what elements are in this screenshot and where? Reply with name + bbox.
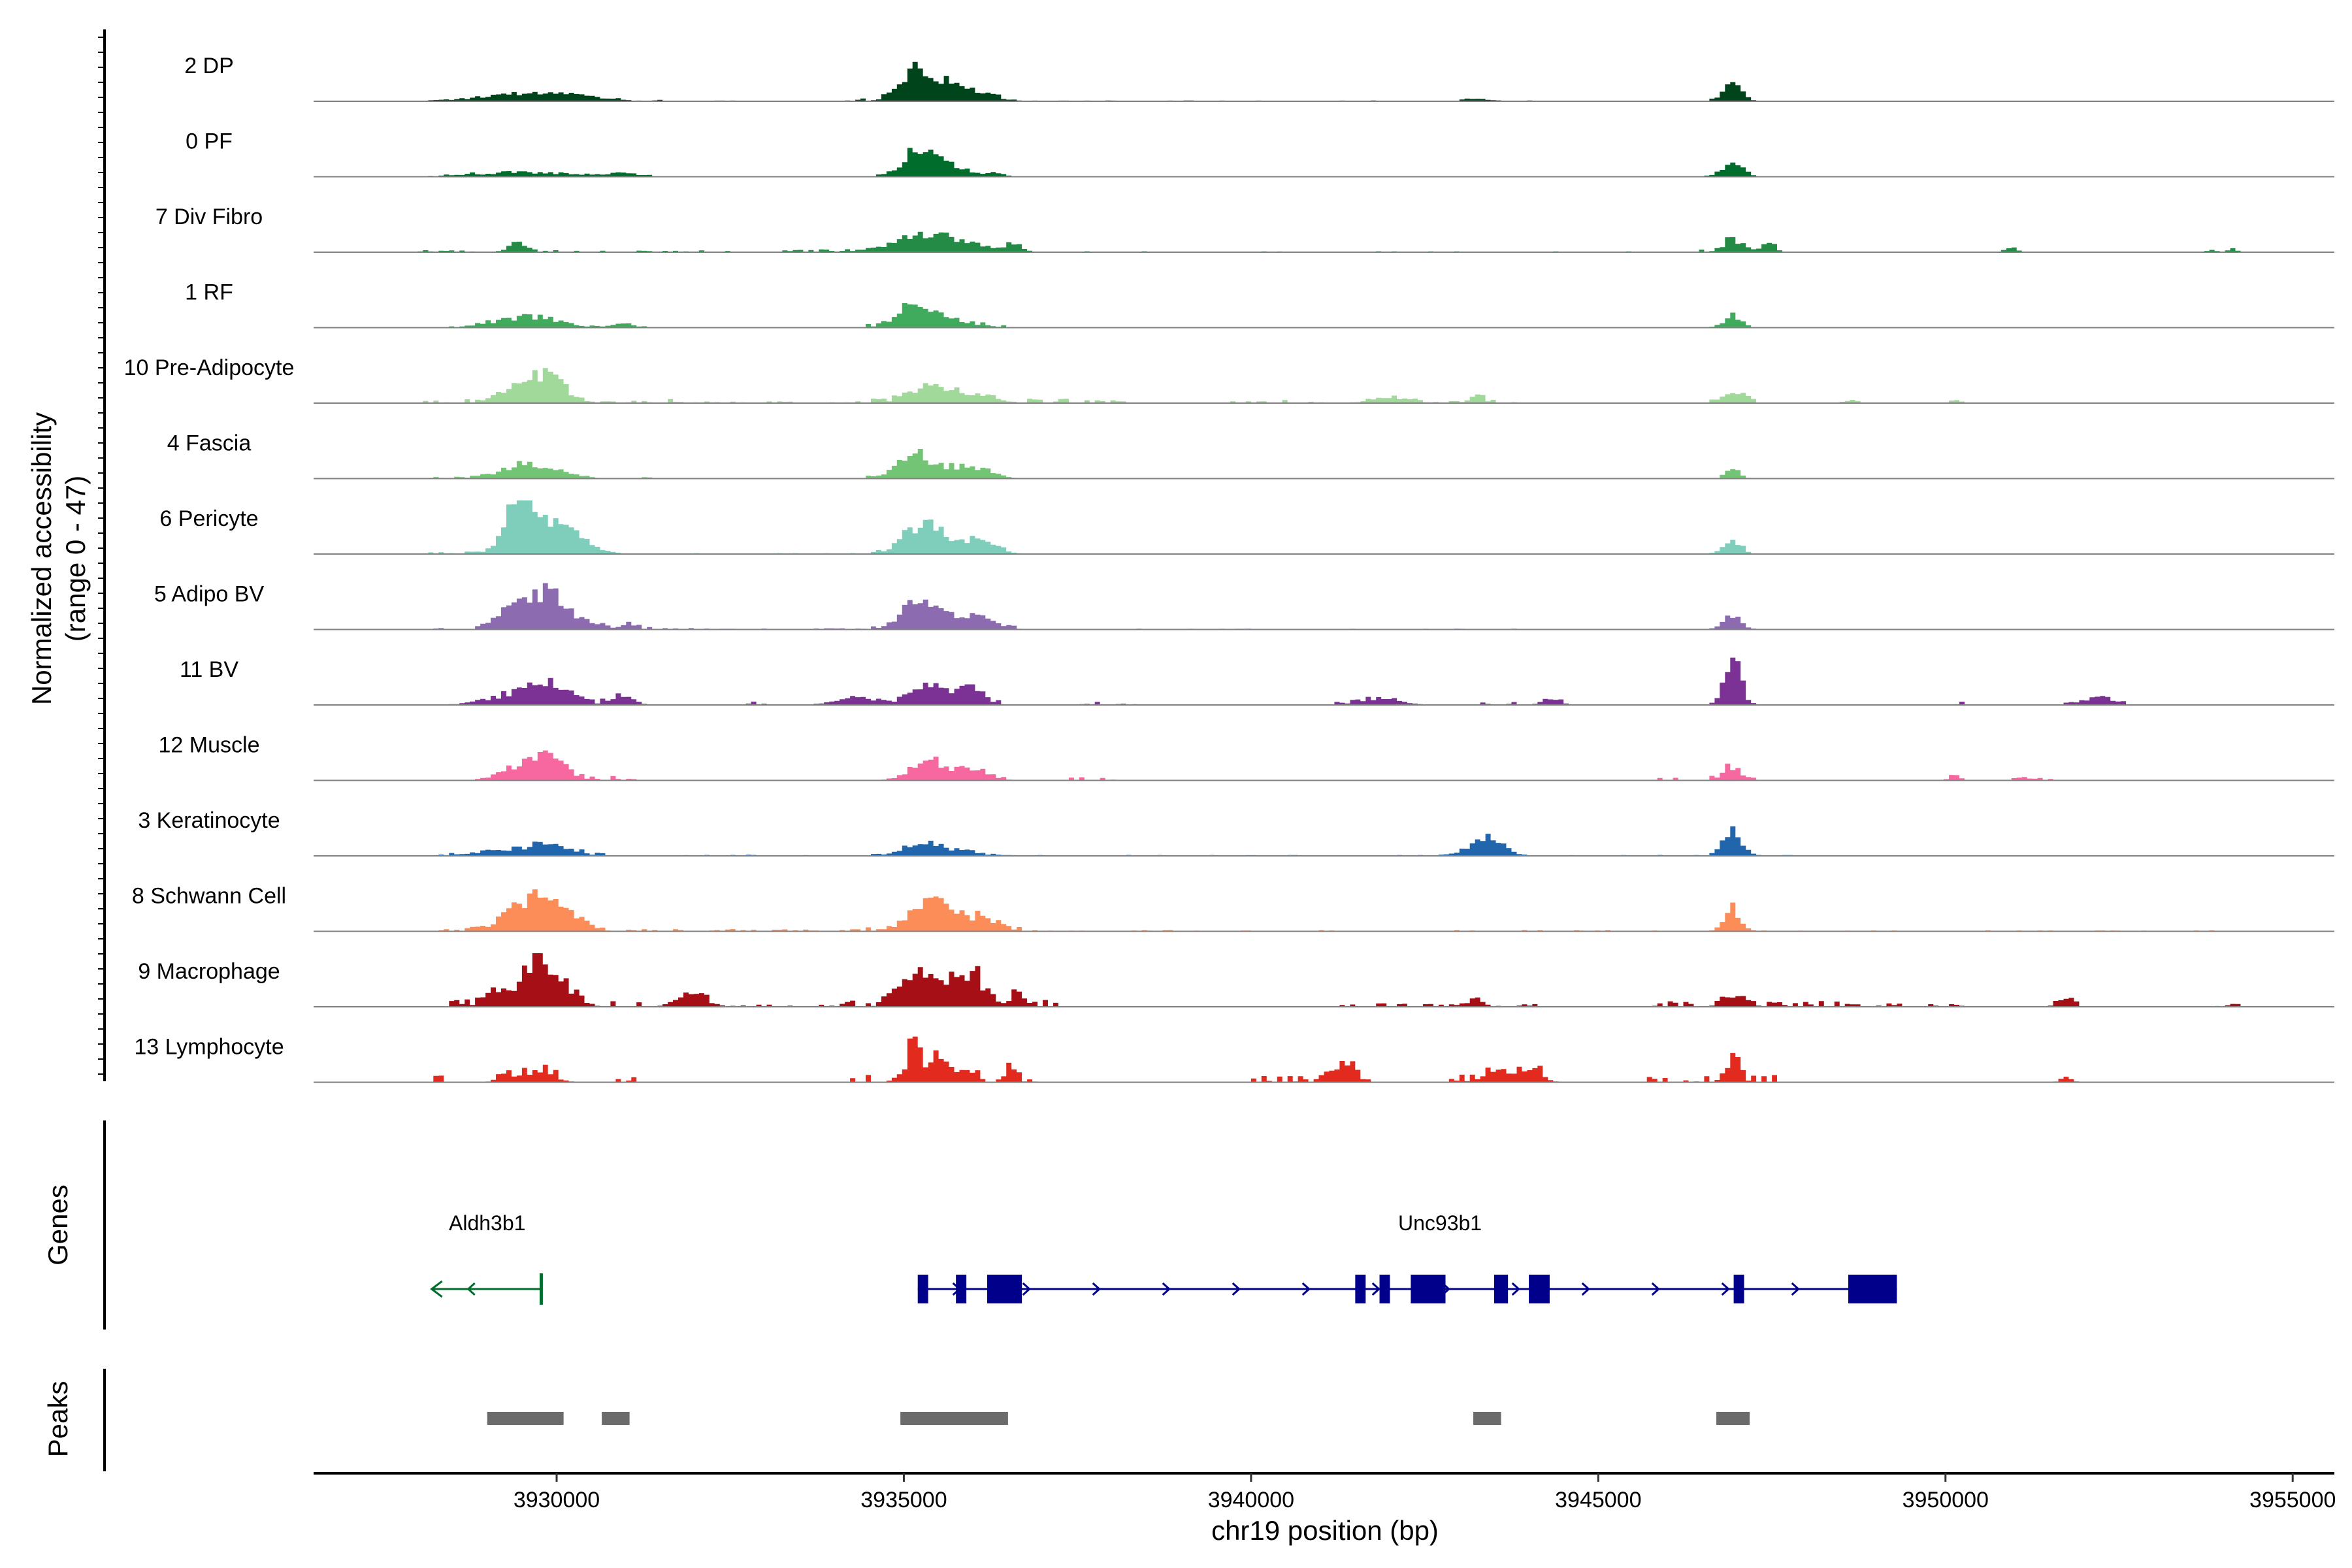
exon	[917, 1275, 928, 1303]
peaks-track-label: Peaks	[42, 1381, 73, 1458]
exon	[1733, 1275, 1744, 1303]
peak-region	[1473, 1412, 1501, 1425]
track-2: 0 PF	[186, 129, 2334, 178]
coverage-area	[314, 61, 2334, 101]
x-tick-label: 3935000	[860, 1488, 947, 1512]
track-13: 9 Macrophage	[138, 953, 2334, 1007]
track-label: 2 DP	[184, 54, 234, 78]
strand-arrowhead	[430, 1280, 443, 1298]
track-5: 10 Pre-Adipocyte	[124, 355, 2334, 404]
track-14: 13 Lymphocyte	[134, 1035, 2334, 1083]
strand-chevron	[1092, 1282, 1101, 1296]
coverage-area	[314, 583, 2334, 630]
track-9: 11 BV	[180, 657, 2334, 706]
strand-chevron	[1721, 1282, 1730, 1296]
track-label: 0 PF	[186, 129, 233, 154]
exon	[1848, 1275, 1897, 1303]
coverage-area	[314, 449, 2334, 479]
gene-name-label: Unc93b1	[1398, 1211, 1482, 1235]
coverage-area	[314, 953, 2334, 1007]
coverage-area	[314, 826, 2334, 856]
x-tick-label: 3945000	[1555, 1488, 1641, 1512]
track-label: 4 Fascia	[167, 431, 252, 456]
track-8: 5 Adipo BV	[154, 582, 2334, 630]
exon	[987, 1275, 1022, 1303]
x-axis-title: chr19 position (bp)	[1211, 1515, 1439, 1546]
track-1: 2 DP	[184, 54, 2334, 102]
exon	[956, 1275, 967, 1303]
x-tick-label: 3930000	[514, 1488, 600, 1512]
track-label: 1 RF	[185, 280, 233, 305]
gene-name-label: Aldh3b1	[449, 1211, 525, 1235]
track-10: 12 Muscle	[159, 733, 2334, 781]
coverage-area	[314, 1036, 2334, 1083]
coverage-area	[314, 657, 2334, 705]
genes-track-label: Genes	[42, 1184, 73, 1266]
strand-chevron	[1301, 1282, 1311, 1296]
gene-Unc93b1: Unc93b1	[917, 1211, 1897, 1303]
coverage-tracks: 2 DP 0 PF 7 Div Fibro 1 RF 10 Pre-Adipocyte 4…	[124, 54, 2334, 1083]
track-3: 7 Div Fibro	[155, 204, 2334, 253]
track-label: 11 BV	[180, 657, 238, 682]
exon	[1411, 1275, 1446, 1303]
coverage-area	[314, 500, 2334, 554]
track-label: 3 Keratinocyte	[138, 808, 280, 833]
strand-chevron	[1581, 1282, 1590, 1296]
x-axis-ticks: 3930000 3935000 3940000 3945000 3950000 39550…	[514, 1473, 2336, 1512]
strand-chevron	[1232, 1282, 1241, 1296]
strand-chevron	[466, 1282, 476, 1296]
coverage-area	[314, 148, 2334, 177]
gene-Aldh3b1: Aldh3b1	[430, 1211, 543, 1305]
exon	[1494, 1275, 1509, 1303]
x-tick-label: 3955000	[2249, 1488, 2336, 1512]
y-axis-title-line1: Normalized accessibility	[26, 412, 57, 705]
track-label: 6 Pericyte	[159, 506, 258, 531]
peak-regions	[487, 1412, 1750, 1425]
strand-chevron	[1371, 1282, 1380, 1296]
track-4: 1 RF	[185, 280, 2334, 329]
exon	[1529, 1275, 1550, 1303]
coverage-area	[314, 750, 2334, 781]
y-axis-title: Normalized accessibility (range 0 - 47)	[26, 412, 91, 705]
coverage-area	[314, 368, 2334, 403]
x-tick-label: 3940000	[1208, 1488, 1294, 1512]
strand-chevron	[1022, 1282, 1031, 1296]
strand-chevron	[1511, 1282, 1520, 1296]
track-label: 13 Lymphocyte	[134, 1035, 284, 1060]
track-label: 10 Pre-Adipocyte	[124, 355, 295, 380]
track-6: 4 Fascia	[167, 431, 2334, 480]
track-label: 9 Macrophage	[138, 959, 280, 984]
track-11: 3 Keratinocyte	[138, 808, 2334, 857]
gene-annotations: Aldh3b1 Unc93b1	[430, 1211, 1897, 1305]
track-label: 8 Schwann Cell	[132, 884, 286, 909]
strand-chevron	[1162, 1282, 1171, 1296]
x-tick-label: 3950000	[1903, 1488, 1989, 1512]
peak-region	[487, 1412, 564, 1425]
track-7: 6 Pericyte	[159, 500, 2334, 555]
strand-chevron	[1791, 1282, 1800, 1296]
strand-chevron	[1651, 1282, 1660, 1296]
y-axis	[98, 29, 106, 1081]
peak-region	[1716, 1412, 1750, 1425]
coverage-area	[314, 889, 2334, 932]
coverage-area	[314, 231, 2334, 252]
peak-region	[900, 1412, 1008, 1425]
track-12: 8 Schwann Cell	[132, 884, 2334, 932]
track-label: 12 Muscle	[159, 733, 260, 758]
track-label: 7 Div Fibro	[155, 204, 263, 229]
y-axis-title-line2: (range 0 - 47)	[60, 476, 91, 642]
exon	[1379, 1275, 1390, 1303]
track-label: 5 Adipo BV	[154, 582, 265, 607]
coverage-area	[314, 303, 2334, 328]
peak-region	[602, 1412, 630, 1425]
exon	[1355, 1275, 1366, 1303]
